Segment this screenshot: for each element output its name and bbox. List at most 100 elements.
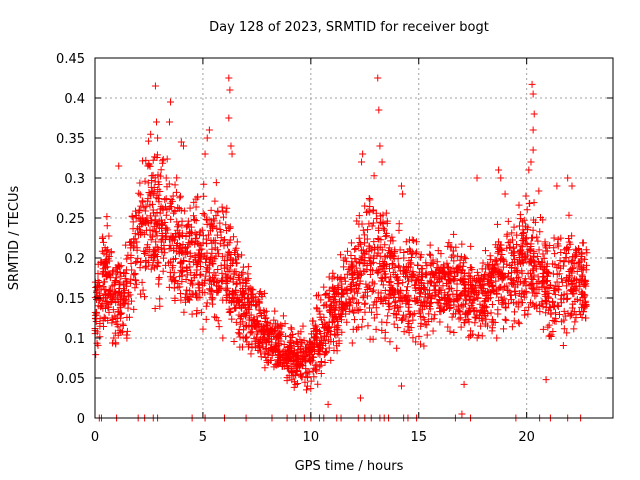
data-point: [544, 323, 552, 331]
data-point: [131, 284, 139, 292]
data-point: [127, 260, 135, 268]
data-point: [229, 288, 237, 296]
data-point: [194, 257, 202, 265]
data-point: [197, 308, 205, 316]
data-point: [142, 203, 150, 211]
data-point: [196, 271, 204, 279]
data-point: [123, 334, 131, 342]
data-point: [427, 299, 435, 307]
data-point: [257, 348, 265, 356]
data-point: [341, 277, 349, 285]
data-point: [467, 281, 475, 289]
data-point: [558, 291, 566, 299]
data-point: [257, 353, 265, 361]
data-point: [578, 314, 586, 322]
data-point: [366, 335, 374, 343]
data-point: [302, 356, 310, 364]
data-point: [368, 278, 376, 286]
data-point: [436, 318, 444, 326]
data-point: [530, 252, 538, 260]
data-point: [213, 278, 221, 286]
data-point: [376, 142, 384, 150]
data-point: [149, 209, 157, 217]
data-point: [565, 257, 573, 265]
data-point: [538, 300, 546, 308]
data-point: [423, 321, 431, 329]
data-point: [288, 376, 296, 384]
data-point: [155, 280, 163, 288]
data-point: [227, 142, 235, 150]
data-point: [467, 327, 475, 335]
data-point: [250, 315, 258, 323]
data-point: [366, 304, 374, 312]
data-point: [255, 340, 263, 348]
data-point: [153, 154, 161, 162]
grid-lines: [95, 58, 613, 418]
data-point: [513, 231, 521, 239]
data-point: [220, 242, 228, 250]
data-point: [320, 332, 328, 340]
data-point: [423, 331, 431, 339]
data-point: [238, 304, 246, 312]
data-point: [133, 257, 141, 265]
data-point: [192, 203, 200, 211]
data-point: [151, 216, 159, 224]
data-point: [104, 263, 112, 271]
data-point: [317, 334, 325, 342]
data-point: [405, 277, 413, 285]
data-point: [522, 222, 530, 230]
data-point: [147, 236, 155, 244]
data-point: [511, 308, 519, 316]
data-point: [400, 254, 408, 262]
data-point: [256, 336, 264, 344]
data-point: [149, 261, 157, 269]
data-point: [565, 211, 573, 219]
data-point: [350, 295, 358, 303]
data-point: [236, 320, 244, 328]
data-point: [381, 334, 389, 342]
data-point: [457, 323, 465, 331]
data-point: [582, 246, 590, 254]
data-point: [423, 297, 431, 305]
data-point: [334, 290, 342, 298]
data-point: [146, 201, 154, 209]
data-point: [370, 172, 378, 180]
data-point: [374, 268, 382, 276]
data-point: [241, 303, 249, 311]
data-point: [155, 274, 163, 282]
data-point: [453, 305, 461, 313]
data-point: [469, 297, 477, 305]
data-point: [533, 280, 541, 288]
data-point: [521, 306, 529, 314]
data-point: [430, 270, 438, 278]
data-point: [460, 288, 468, 296]
data-point: [465, 318, 473, 326]
data-point: [117, 262, 125, 270]
data-point: [508, 259, 516, 267]
data-point: [320, 323, 328, 331]
y-axis-title: SRMTID / TECUs: [7, 186, 22, 291]
data-point: [141, 207, 149, 215]
data-point: [539, 216, 547, 224]
data-point: [479, 259, 487, 267]
data-point: [194, 193, 202, 201]
data-point: [290, 383, 298, 391]
data-point: [191, 253, 199, 261]
data-point: [528, 80, 536, 88]
data-point: [329, 296, 337, 304]
data-point: [455, 307, 463, 315]
data-point: [334, 282, 342, 290]
data-point: [460, 253, 468, 261]
y-tick-label: 0.25: [56, 212, 85, 227]
data-point: [233, 259, 241, 267]
data-point: [557, 264, 565, 272]
data-point: [106, 286, 114, 294]
data-point: [285, 364, 293, 372]
data-point: [579, 239, 587, 247]
data-point: [520, 278, 528, 286]
data-point: [227, 262, 235, 270]
data-point: [361, 308, 369, 316]
data-point: [209, 300, 217, 308]
data-point: [212, 252, 220, 260]
data-point: [186, 204, 194, 212]
